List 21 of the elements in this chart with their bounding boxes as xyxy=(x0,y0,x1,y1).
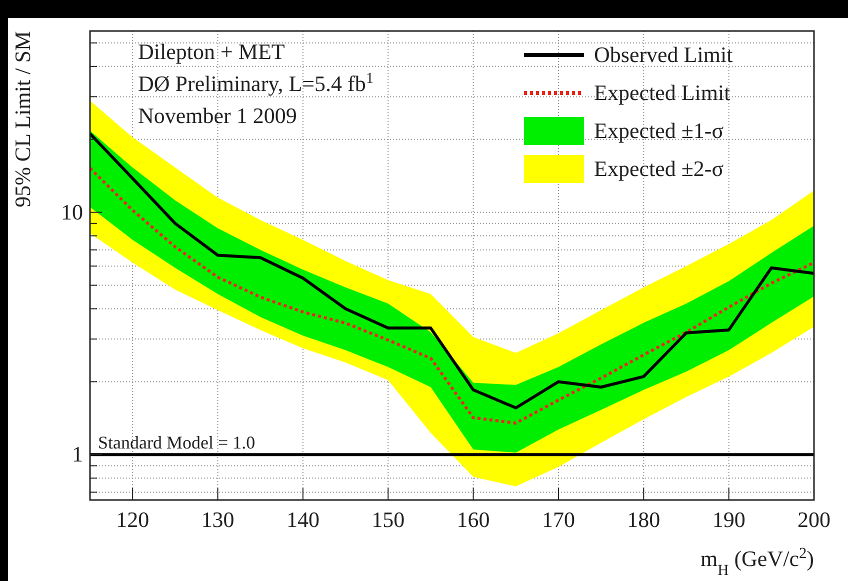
legend-label: Expected ±1-σ xyxy=(594,118,724,143)
x-tick-label: 200 xyxy=(798,507,830,532)
y-axis-title: 95% CL Limit / SM xyxy=(10,31,35,208)
legend-label: Expected ±2-σ xyxy=(594,156,724,181)
ref-line-label: Standard Model = 1.0 xyxy=(98,432,256,453)
x-axis-title: m$_{H}$ (GeV/c$^{2}$) xyxy=(700,544,814,578)
y-tick-label: 1 xyxy=(72,442,83,467)
x-tick-label: 170 xyxy=(542,507,575,532)
x-tick-label: 190 xyxy=(712,507,746,532)
y-tick-label: 10 xyxy=(61,199,83,224)
legend-label: Observed Limit xyxy=(594,42,733,67)
annotation: Dilepton + MET xyxy=(138,39,286,64)
annotation: DØ Preliminary, L=5.4 fb$^{1}$ xyxy=(138,70,374,96)
x-tick-label: 180 xyxy=(627,507,660,532)
x-tick-label: 160 xyxy=(456,507,490,532)
annotation: November 1 2009 xyxy=(138,103,297,128)
x-tick-label: 150 xyxy=(372,507,405,532)
x-tick-label: 120 xyxy=(116,507,150,532)
x-tick-label: 140 xyxy=(286,507,320,532)
legend-label: Expected Limit xyxy=(594,80,730,105)
x-tick-label: 130 xyxy=(201,507,234,532)
